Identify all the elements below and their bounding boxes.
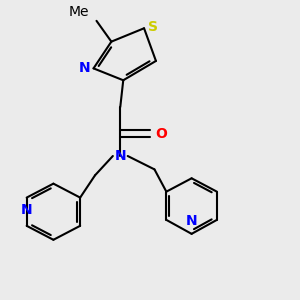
Text: S: S: [148, 20, 158, 34]
Text: N: N: [21, 203, 32, 217]
Text: N: N: [186, 214, 197, 229]
Text: O: O: [155, 127, 167, 141]
Text: N: N: [115, 149, 126, 163]
Text: Me: Me: [69, 5, 89, 20]
Text: N: N: [78, 61, 90, 75]
